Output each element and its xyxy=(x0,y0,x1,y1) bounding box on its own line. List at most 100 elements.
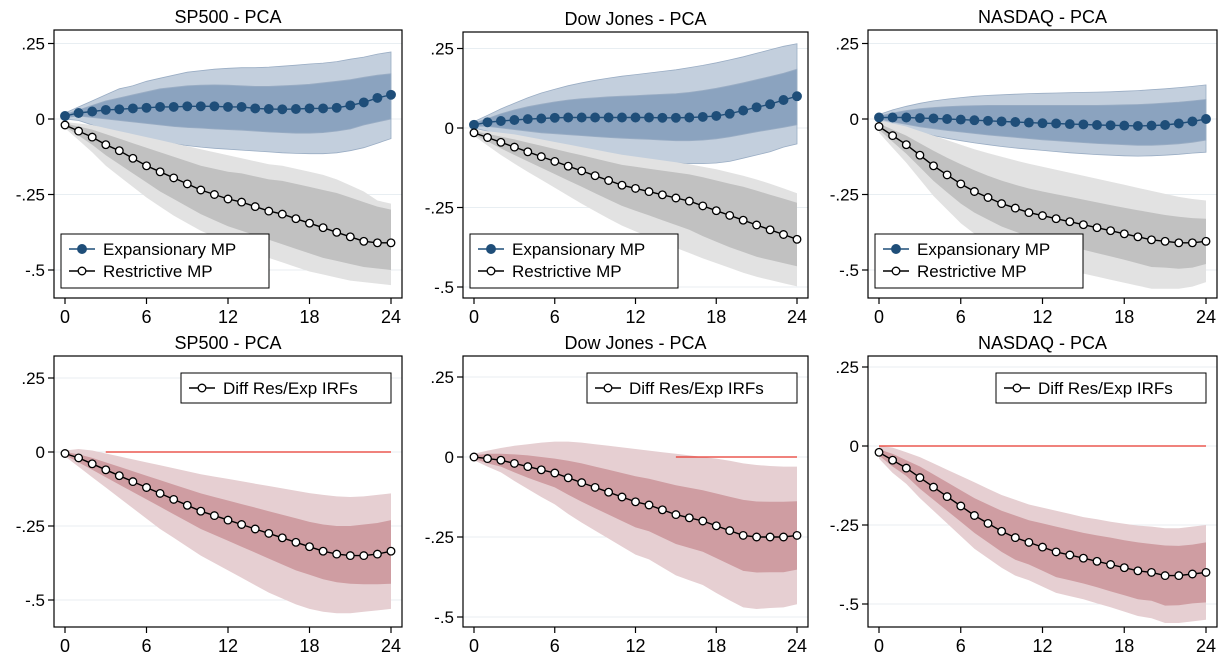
diff-point xyxy=(209,511,219,521)
y-tick-label: .25 xyxy=(835,35,859,54)
expansionary-point xyxy=(549,112,560,123)
expansionary-point xyxy=(751,102,762,113)
chart-title: SP500 - PCA xyxy=(174,333,281,353)
expansionary-point xyxy=(914,113,925,124)
restrictive-point xyxy=(291,214,301,224)
legend-box xyxy=(874,233,1084,289)
restrictive-point xyxy=(901,140,911,150)
chart-title: Dow Jones - PCA xyxy=(564,333,706,353)
expansionary-point xyxy=(1064,119,1075,130)
x-tick-label: 18 xyxy=(1114,307,1134,327)
diff-point xyxy=(332,549,342,559)
restrictive-point xyxy=(1147,235,1156,245)
restrictive-point xyxy=(550,156,560,166)
legend: Diff Res/Exp IRFs xyxy=(180,372,392,404)
expansionary-point xyxy=(386,89,396,100)
diff-point xyxy=(237,520,247,529)
diff-point xyxy=(577,478,587,488)
expansionary-point xyxy=(996,116,1007,127)
expansionary-point xyxy=(1201,114,1211,124)
diff-point xyxy=(305,542,314,552)
chart-title: SP500 - PCA xyxy=(174,7,281,27)
expansionary-point xyxy=(223,101,233,112)
legend-filled-marker xyxy=(77,244,87,254)
restrictive-point xyxy=(657,190,667,200)
expansionary-point xyxy=(792,91,802,102)
expansionary-point xyxy=(1051,118,1062,129)
x-tick-label: 18 xyxy=(706,636,726,656)
diff-point xyxy=(1078,553,1088,563)
diff-point xyxy=(725,526,735,536)
expansionary-point xyxy=(182,101,193,112)
diff-point xyxy=(359,551,369,561)
restrictive-point xyxy=(631,183,640,193)
restrictive-point xyxy=(74,126,84,136)
x-tick-label: 0 xyxy=(874,636,884,656)
expansionary-point xyxy=(1092,120,1102,130)
diff-point xyxy=(1024,537,1034,547)
diff-point xyxy=(1147,567,1156,577)
diff-point xyxy=(983,518,993,528)
expansionary-point xyxy=(1078,119,1089,130)
diff-point xyxy=(915,473,925,483)
x-tick-label: 18 xyxy=(299,307,319,327)
expansionary-point xyxy=(603,112,614,123)
restrictive-point xyxy=(915,150,925,160)
diff-point xyxy=(1160,571,1170,581)
restrictive-point xyxy=(1187,238,1197,248)
restrictive-point xyxy=(929,161,938,171)
expansionary-point xyxy=(469,119,479,130)
diff-point xyxy=(698,516,708,526)
expansionary-point xyxy=(372,92,383,103)
restrictive-point xyxy=(1010,203,1020,213)
chart-panel: SP500 - PCA .25 0 -.25 -.5 0 6 12 18 24 Diff Res/E… xyxy=(16,333,403,656)
x-tick-label: 6 xyxy=(141,636,151,656)
diff-point xyxy=(929,482,938,492)
expansionary-point xyxy=(114,104,125,115)
restrictive-point xyxy=(372,238,382,248)
restrictive-point xyxy=(509,142,519,152)
expansionary-point xyxy=(73,108,84,118)
expansionary-point xyxy=(263,104,274,114)
restrictive-point xyxy=(114,146,124,156)
diff-point xyxy=(264,528,274,538)
expansionary-point xyxy=(277,104,288,115)
diff-point xyxy=(550,468,560,478)
restrictive-point xyxy=(1106,226,1116,236)
expansionary-point xyxy=(684,112,695,123)
restrictive-point xyxy=(496,137,506,147)
diff-point xyxy=(1010,533,1020,543)
restrictive-point xyxy=(142,161,151,171)
y-tick-label: -.25 xyxy=(830,186,859,205)
restrictive-point xyxy=(223,194,233,204)
diff-point xyxy=(874,447,884,457)
restrictive-point xyxy=(997,199,1007,209)
legend-label: Restrictive MP xyxy=(512,262,622,281)
expansionary-point xyxy=(482,117,493,128)
legend-hollow-marker xyxy=(891,266,901,276)
x-tick-label: 12 xyxy=(625,307,645,327)
restrictive-point xyxy=(169,173,179,183)
y-tick-label: -.25 xyxy=(425,199,454,218)
legend-label: Restrictive MP xyxy=(917,262,1027,281)
diff-point xyxy=(523,462,533,472)
expansionary-point xyxy=(250,103,261,114)
restrictive-point xyxy=(874,122,884,131)
expansionary-point xyxy=(195,101,206,112)
expansionary-point xyxy=(724,108,735,119)
diff-point xyxy=(604,487,614,497)
restrictive-point xyxy=(277,209,287,219)
expansionary-point xyxy=(209,101,220,112)
restrictive-point xyxy=(155,167,165,177)
restrictive-point xyxy=(765,225,775,235)
y-tick-label: .25 xyxy=(21,369,45,388)
restrictive-point xyxy=(101,140,111,150)
restrictive-point xyxy=(698,201,708,211)
y-tick-label: 0 xyxy=(36,443,45,462)
expansionary-point xyxy=(955,114,966,125)
x-tick-label: 24 xyxy=(787,307,807,327)
expansionary-point xyxy=(657,112,668,123)
expansionary-point xyxy=(630,112,641,123)
legend-label: Diff Res/Exp IRFs xyxy=(1038,379,1173,398)
y-tick-label: -.5 xyxy=(839,261,859,280)
